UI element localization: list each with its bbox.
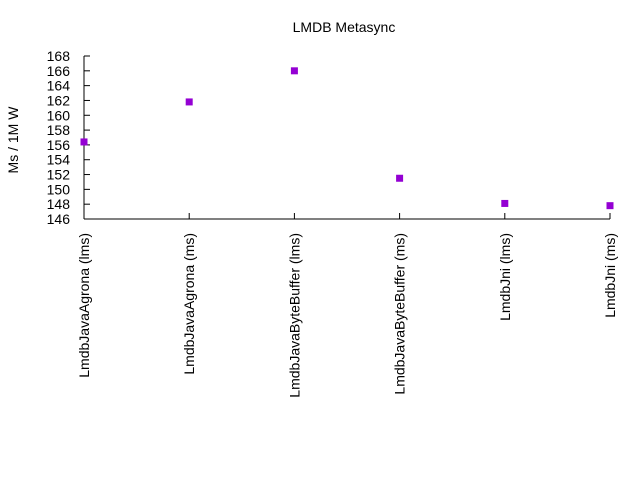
x-tick-label: LmdbJavaByteBuffer (lms) (286, 233, 302, 398)
x-tick-label: LmdbJavaAgrona (ms) (181, 233, 197, 375)
data-point (185, 98, 193, 106)
y-tick-label: 152 (47, 167, 71, 183)
y-tick-label: 166 (47, 63, 71, 79)
x-ticks: LmdbJavaAgrona (lms) LmdbJavaAgrona (ms) L… (76, 213, 618, 398)
data-point (501, 199, 509, 207)
y-tick-label: 162 (47, 92, 71, 108)
y-tick-label: 168 (47, 48, 71, 64)
y-axis-label: Ms / 1M W (5, 106, 21, 174)
x-tick-label: LmdbJavaByteBuffer (ms) (392, 233, 408, 395)
x-tick-label: LmdbJni (lms) (497, 233, 513, 321)
y-tick-label: 146 (47, 211, 71, 227)
data-point (396, 174, 404, 182)
axes (83, 56, 610, 220)
y-tick-label: 148 (47, 196, 71, 212)
x-tick-label: LmdbJni (ms) (602, 233, 618, 318)
y-tick-label: 158 (47, 122, 71, 138)
y-tick-label: 154 (47, 152, 71, 168)
y-tick-label: 150 (47, 181, 71, 197)
x-tick-label: LmdbJavaAgrona (lms) (76, 233, 92, 378)
data-point (80, 138, 88, 146)
y-tick-label: 160 (47, 107, 71, 123)
data-points (80, 67, 614, 210)
data-point (290, 67, 298, 75)
chart-title: LMDB Metasync (293, 19, 396, 35)
y-tick-label: 164 (47, 78, 71, 94)
y-tick-label: 156 (47, 137, 71, 153)
data-point (606, 202, 614, 210)
